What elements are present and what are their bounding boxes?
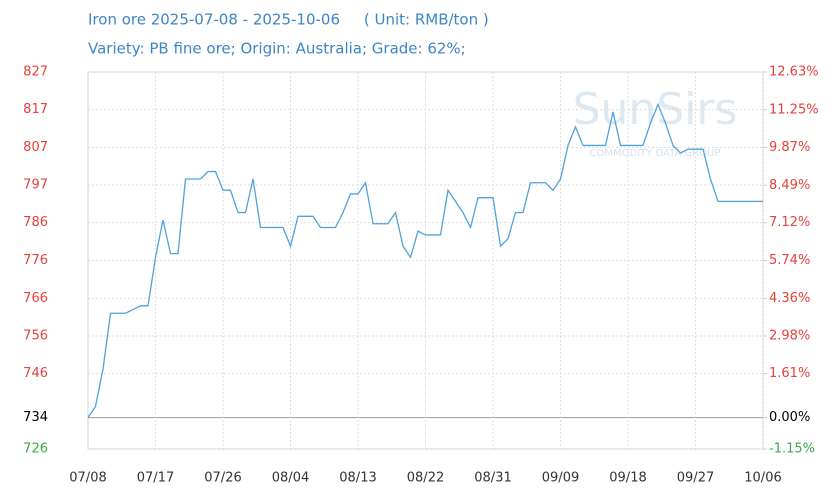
price-line bbox=[87, 102, 763, 419]
watermark-subtitle: COMMODITY DATA GROUP bbox=[590, 148, 721, 159]
x-tick-label: 08/22 bbox=[407, 471, 444, 486]
y2-tick-label: 12.63% bbox=[769, 65, 819, 80]
y-tick-label: 766 bbox=[23, 291, 48, 306]
x-tick-label: 07/17 bbox=[137, 471, 174, 486]
y-tick-label: 797 bbox=[23, 177, 48, 192]
y2-tick-label: 5.74% bbox=[769, 253, 810, 268]
y-tick-label: 827 bbox=[23, 65, 48, 80]
y2-tick-label: 0.00% bbox=[769, 410, 810, 425]
y2-tick-label: 8.49% bbox=[769, 178, 810, 193]
x-tick-label: 08/13 bbox=[339, 471, 376, 486]
chart-title: Iron ore 2025-07-08 - 2025-10-06 ( Unit:… bbox=[88, 11, 489, 29]
y2-tick-label: 2.98% bbox=[769, 329, 810, 344]
y-tick-label: 734 bbox=[23, 410, 48, 425]
y-tick-label: 786 bbox=[23, 215, 48, 230]
y-tick-label: 776 bbox=[23, 253, 48, 268]
x-tick-label: 07/26 bbox=[204, 471, 241, 486]
chart-subtitle: Variety: PB fine ore; Origin: Australia;… bbox=[88, 40, 466, 58]
y-tick-label: 746 bbox=[23, 366, 48, 381]
y-tick-label: 807 bbox=[23, 140, 48, 155]
x-tick-label: 07/08 bbox=[69, 471, 106, 486]
x-tick-label: 10/06 bbox=[744, 471, 781, 486]
y2-tick-label: 7.12% bbox=[769, 215, 810, 230]
y-tick-label: 756 bbox=[23, 329, 48, 344]
y-tick-label: 817 bbox=[23, 102, 48, 117]
y2-tick-label: 11.25% bbox=[769, 102, 819, 117]
x-tick-label: 09/09 bbox=[542, 471, 579, 486]
y-tick-label: 726 bbox=[23, 442, 48, 457]
x-tick-label: 08/04 bbox=[272, 471, 309, 486]
x-tick-label: 09/18 bbox=[609, 471, 646, 486]
y2-tick-label: 1.61% bbox=[769, 366, 810, 381]
x-tick-label: 09/27 bbox=[677, 471, 714, 486]
y2-tick-label: -1.15% bbox=[769, 442, 815, 457]
y2-tick-label: 4.36% bbox=[769, 291, 810, 306]
x-tick-label: 08/31 bbox=[474, 471, 511, 486]
y2-tick-label: 9.87% bbox=[769, 140, 810, 155]
